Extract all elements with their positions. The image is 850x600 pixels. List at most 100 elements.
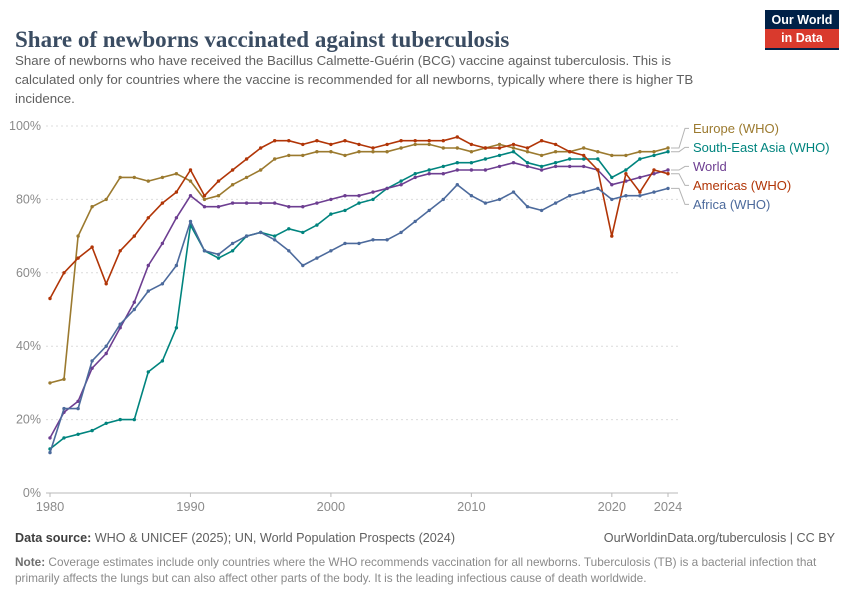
point	[385, 142, 389, 147]
point	[174, 172, 179, 176]
series-americas-who[interactable]	[48, 135, 670, 301]
point	[596, 186, 600, 191]
point	[343, 139, 347, 143]
point	[132, 417, 136, 422]
owid-logo-line2: in Data	[765, 29, 839, 48]
point	[259, 230, 263, 235]
point	[525, 150, 530, 154]
point	[511, 190, 516, 194]
series-south-east-asia-who[interactable]	[48, 150, 670, 451]
point	[525, 161, 530, 165]
point	[202, 249, 207, 253]
point	[132, 307, 136, 312]
chart-area[interactable]: 0% 20% 40% 60% 80% 100% 1980 1990 2000 2010 2020 20…	[0, 116, 850, 516]
series-world[interactable]	[48, 161, 670, 440]
point	[638, 175, 642, 180]
point	[610, 197, 614, 202]
point	[596, 168, 600, 172]
point	[652, 168, 656, 172]
point	[539, 164, 544, 169]
point	[610, 234, 614, 238]
point	[385, 150, 389, 154]
point	[539, 208, 544, 213]
point	[216, 256, 221, 260]
legend-label-world[interactable]: World	[693, 159, 727, 174]
point	[174, 263, 179, 268]
point	[343, 208, 347, 213]
point	[76, 399, 80, 403]
series-africa-who[interactable]	[48, 183, 670, 455]
point	[582, 153, 586, 158]
point	[132, 175, 136, 180]
point	[216, 179, 221, 183]
point	[568, 157, 572, 161]
chart-subtitle: Share of newborns who have received the …	[15, 53, 694, 106]
point	[469, 168, 474, 172]
point	[483, 146, 488, 150]
point	[76, 432, 80, 436]
point	[301, 153, 305, 158]
point	[329, 150, 333, 154]
series-europe-who[interactable]	[48, 142, 670, 385]
point	[455, 161, 459, 165]
point	[511, 150, 516, 154]
point	[441, 197, 445, 202]
point	[132, 234, 136, 238]
x-axis-label: 2010	[457, 499, 485, 514]
point	[48, 296, 52, 301]
point	[596, 150, 600, 154]
point	[118, 175, 122, 180]
y-axis-label: 60%	[16, 266, 41, 280]
y-axis-label: 80%	[16, 192, 41, 206]
data-source: Data source: WHO & UNICEF (2025); UN, Wo…	[15, 531, 575, 545]
point	[76, 234, 80, 238]
point	[104, 344, 108, 348]
point	[146, 370, 150, 374]
point	[230, 249, 235, 253]
point	[624, 153, 628, 158]
point	[48, 381, 52, 385]
point	[652, 150, 656, 154]
point	[329, 142, 333, 147]
point	[413, 139, 417, 143]
point	[357, 201, 361, 205]
point	[160, 282, 165, 286]
point	[230, 183, 235, 187]
point	[244, 234, 249, 238]
point	[441, 146, 445, 150]
owid-logo[interactable]: Our World in Data	[765, 10, 839, 50]
page-title: Share of newborns vaccinated against tub…	[15, 27, 510, 53]
point	[427, 168, 431, 172]
point	[343, 153, 347, 158]
legend-label-africa-who[interactable]: Africa (WHO)	[693, 197, 770, 212]
legend-label-south-east-asia-who[interactable]: South-East Asia (WHO)	[693, 140, 830, 155]
point	[104, 351, 108, 356]
point	[343, 241, 347, 246]
point	[582, 190, 586, 194]
point	[216, 194, 221, 198]
legend-label-europe-who[interactable]: Europe (WHO)	[693, 121, 779, 136]
point	[399, 139, 403, 143]
point	[371, 238, 375, 242]
owid-link[interactable]: OurWorldinData.org/tuberculosis | CC BY	[603, 531, 835, 545]
point	[90, 428, 94, 433]
data-source-label: Data source:	[15, 531, 92, 545]
point	[287, 153, 291, 158]
point	[216, 252, 221, 257]
legend-connector	[671, 187, 689, 205]
point	[455, 135, 459, 139]
point	[188, 168, 193, 172]
point	[202, 194, 207, 198]
point	[259, 168, 263, 172]
point	[455, 183, 459, 187]
point	[371, 190, 375, 194]
chart-svg[interactable]: 0% 20% 40% 60% 80% 100% 1980 1990 2000 2010 2020 20…	[0, 116, 850, 516]
point	[399, 183, 403, 187]
point	[497, 164, 502, 169]
point	[174, 326, 179, 330]
point	[146, 179, 150, 183]
legend-label-americas-who[interactable]: Americas (WHO)	[693, 178, 791, 193]
point	[469, 150, 474, 154]
x-axis-label: 1990	[176, 499, 204, 514]
point	[511, 142, 516, 147]
